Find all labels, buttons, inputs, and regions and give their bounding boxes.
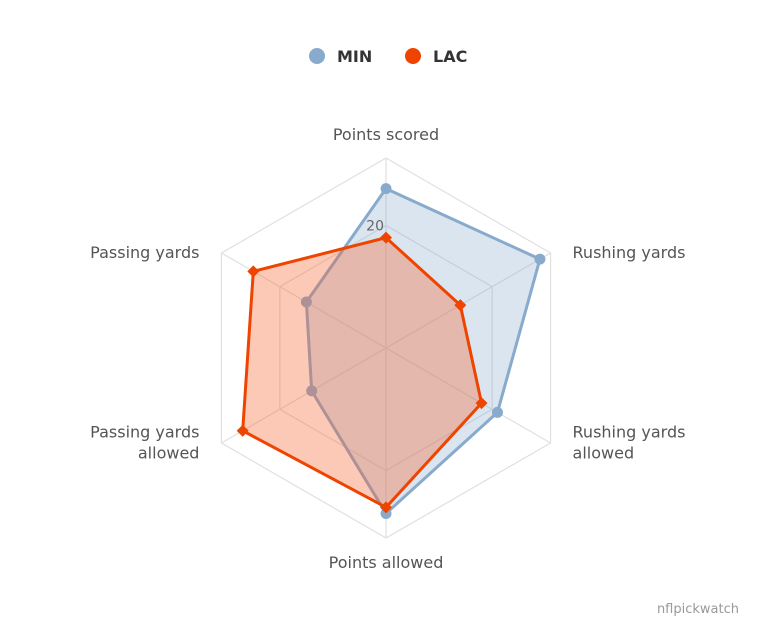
legend-marker <box>309 48 325 64</box>
tick-label: 20 <box>366 218 384 234</box>
axis-label: Passing yards allowed <box>90 423 199 463</box>
legend-label: LAC <box>433 47 467 66</box>
data-point[interactable] <box>475 397 488 410</box>
grid-spoke <box>221 347 387 444</box>
legend-item-lac[interactable]: LAC <box>405 47 467 66</box>
legend[interactable]: MIN LAC <box>309 47 467 66</box>
radar-grid <box>220 157 552 539</box>
data-point[interactable] <box>380 501 392 514</box>
data-point[interactable] <box>236 424 249 437</box>
axis-label: Points scored <box>333 125 439 144</box>
data-point[interactable] <box>247 265 260 278</box>
credits-text[interactable]: nflpickwatch <box>657 602 739 617</box>
data-point[interactable] <box>306 385 318 397</box>
axis-labels: 20 Points scored Rushing yards Rushing yard… <box>90 125 685 572</box>
grid-spoke <box>385 347 551 444</box>
axis-label: Points allowed <box>329 553 444 572</box>
data-point[interactable] <box>534 253 546 265</box>
data-point[interactable] <box>454 299 467 312</box>
data-point[interactable] <box>380 183 392 195</box>
radar-series <box>236 183 546 519</box>
legend-item-min[interactable]: MIN <box>309 47 372 66</box>
data-point[interactable] <box>491 406 503 418</box>
axis-label: Rushing yards allowed <box>573 423 686 463</box>
legend-label: MIN <box>337 47 372 66</box>
axis-label: Passing yards <box>90 243 199 262</box>
data-point[interactable] <box>300 296 312 308</box>
data-point[interactable] <box>380 507 392 519</box>
series-lac[interactable] <box>236 231 488 514</box>
data-point[interactable] <box>380 231 392 244</box>
legend-marker <box>405 48 421 64</box>
axis-label: Rushing yards <box>573 243 686 262</box>
grid-spoke <box>385 252 551 349</box>
series-min[interactable] <box>300 183 546 519</box>
